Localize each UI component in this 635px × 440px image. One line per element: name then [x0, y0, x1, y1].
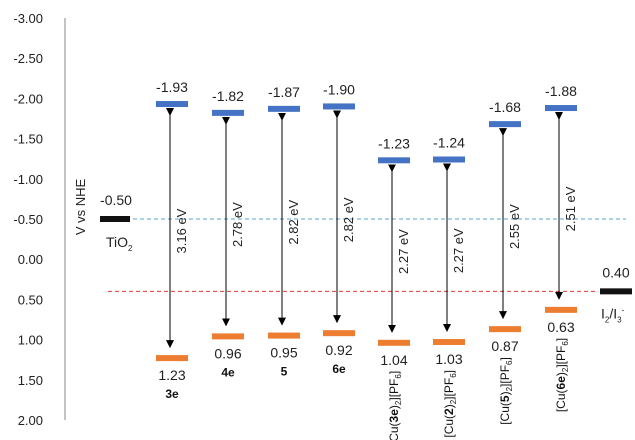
category-label: 4e — [221, 365, 235, 379]
homo-value-label: 1.04 — [380, 352, 407, 368]
lumo-bar — [212, 109, 244, 116]
homo-bar — [378, 339, 410, 346]
lumo-bar — [433, 156, 465, 163]
lumo-value-label: -1.68 — [489, 99, 521, 115]
tio2-value-label: -0.50 — [100, 192, 132, 208]
homo-bar — [545, 306, 577, 313]
category-label: [Cu(3e)2][PF6] — [387, 371, 403, 440]
homo-bar — [268, 332, 300, 339]
homo-value-label: 1.23 — [158, 367, 185, 383]
lumo-bar — [378, 157, 410, 164]
energy-levels: -1.93 1.23 3.16 eV -1.82 0.96 2.78 eV -1.87 0.9… — [156, 79, 578, 383]
homo-bar — [156, 355, 188, 362]
band-gap-label: 2.51 eV — [563, 186, 578, 231]
lumo-bar — [268, 105, 300, 112]
y-tick-label: -3.00 — [13, 11, 43, 26]
lumo-value-label: -1.93 — [156, 79, 188, 95]
y-tick-label: -1.00 — [13, 172, 43, 187]
lumo-bar — [323, 103, 355, 110]
homo-value-label: 0.87 — [491, 338, 518, 354]
band-gap-label: 2.82 eV — [286, 199, 301, 244]
y-tick-label: -0.50 — [13, 212, 43, 227]
homo-value-label: 0.92 — [325, 342, 352, 358]
lumo-value-label: -1.23 — [378, 135, 410, 151]
band-gap-label: 2.27 eV — [396, 229, 411, 274]
y-tick-label: 1.50 — [18, 373, 43, 388]
band-gap-label: 2.82 eV — [341, 197, 356, 242]
homo-bar — [212, 333, 244, 340]
category-label: 3e — [165, 387, 179, 401]
category-label: 6e — [332, 362, 346, 376]
homo-bar — [433, 339, 465, 346]
y-tick-label: 0.50 — [18, 292, 43, 307]
homo-value-label: 0.63 — [547, 319, 574, 335]
y-tick-label: 1.00 — [18, 333, 43, 348]
category-label: [Cu(2)2][PF6] — [442, 370, 458, 438]
redox-label: I2/I3- — [601, 305, 625, 324]
y-axis: -3.00 -2.50 -2.00 -1.50 -1.00 -0.50 0.00 0.50 1.… — [13, 11, 88, 428]
lumo-value-label: -1.87 — [268, 84, 300, 100]
y-tick-label: -2.00 — [13, 91, 43, 106]
lumo-value-label: -1.90 — [323, 81, 355, 97]
homo-bar — [489, 326, 521, 333]
band-gap-label: 2.78 eV — [230, 202, 245, 247]
lumo-bar — [489, 121, 521, 128]
band-gap-label: 3.16 eV — [174, 208, 189, 253]
reference-lines: -0.50 TiO2 0.40 I2/I3- — [100, 192, 632, 324]
y-tick-label: -1.50 — [13, 132, 43, 147]
band-gap-label: 2.55 eV — [507, 204, 522, 249]
category-label: [Cu(5)2][PF6] — [498, 357, 514, 425]
homo-bar — [323, 330, 355, 337]
category-labels: 3e 4e 5 6e [Cu(3e)2][PF6] [Cu(2)2][PF6] [Cu(5)… — [165, 338, 570, 440]
lumo-value-label: -1.88 — [545, 83, 577, 99]
redox-value-label: 0.40 — [602, 264, 629, 280]
tio2-level-bar — [100, 216, 130, 222]
category-label: 5 — [281, 365, 288, 379]
lumo-bar — [545, 105, 577, 112]
y-tick-label: 2.00 — [18, 413, 43, 428]
homo-value-label: 1.03 — [435, 351, 462, 367]
band-gap-label: 2.27 eV — [451, 228, 466, 273]
lumo-value-label: -1.24 — [433, 135, 465, 151]
category-label: [Cu(6e)2][PF6] — [554, 338, 570, 412]
redox-level-bar — [600, 288, 632, 295]
tio2-label: TiO2 — [106, 234, 133, 253]
y-axis-label: V vs NHE — [73, 178, 88, 235]
homo-value-label: 0.95 — [270, 345, 297, 361]
lumo-value-label: -1.82 — [212, 88, 244, 104]
lumo-bar — [156, 101, 188, 108]
y-tick-label: -2.50 — [13, 51, 43, 66]
homo-value-label: 0.96 — [214, 345, 241, 361]
y-tick-label: 0.00 — [18, 252, 43, 267]
